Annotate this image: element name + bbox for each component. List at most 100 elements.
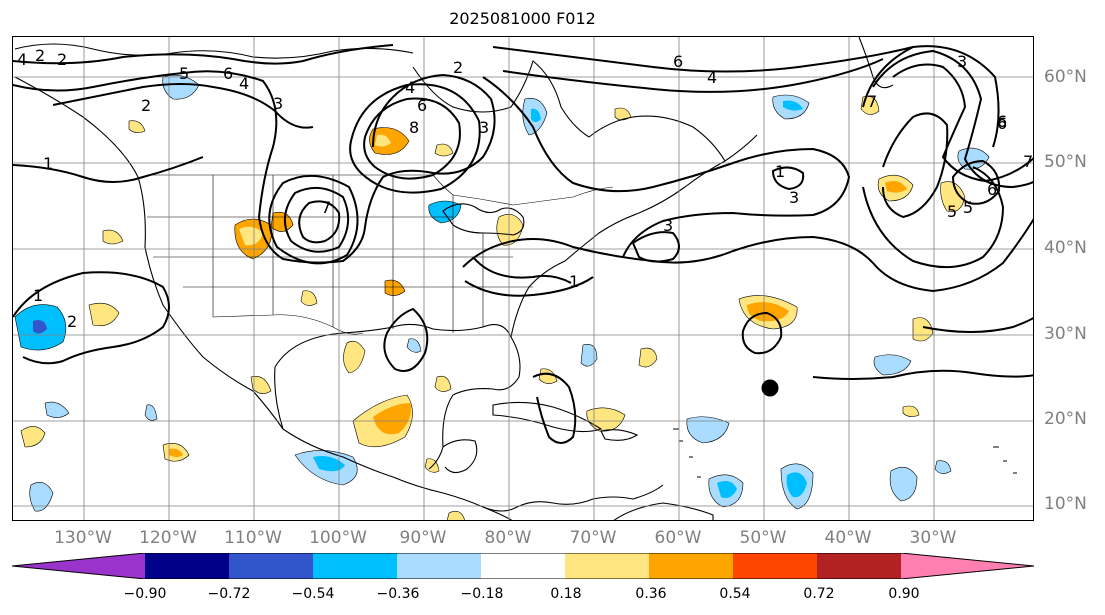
colorbar-segment xyxy=(565,553,650,579)
contour-label: 5 xyxy=(947,202,957,221)
colorbar-segment xyxy=(733,553,818,579)
shade-blob xyxy=(102,229,124,245)
lon-label-80w: 80°W xyxy=(484,528,532,548)
shade-blob xyxy=(538,368,558,384)
contour xyxy=(284,186,350,253)
contour xyxy=(349,83,481,194)
contour xyxy=(13,271,170,365)
contour xyxy=(464,276,594,297)
shade-blob xyxy=(717,481,737,498)
colorbar-segment xyxy=(313,553,398,579)
lat-label-30n: 30°N xyxy=(1044,324,1087,344)
contour xyxy=(892,63,1033,183)
contour-label: 4 xyxy=(17,50,27,69)
contour xyxy=(383,307,429,372)
lon-label-100w: 100°W xyxy=(309,528,367,548)
shade-blob xyxy=(20,426,46,448)
state-borders xyxy=(147,174,614,335)
contour-label: 7 xyxy=(867,92,877,111)
contour xyxy=(502,58,884,93)
east-coast xyxy=(510,134,758,338)
colorbar-tick-label: 0.90 xyxy=(888,586,920,602)
lat-label-50n: 50°N xyxy=(1044,152,1087,172)
contour xyxy=(532,372,577,444)
contour-label: 6 xyxy=(417,96,427,115)
contour xyxy=(13,70,496,264)
contour xyxy=(363,97,461,180)
shade-blob xyxy=(580,344,598,367)
contour xyxy=(482,76,851,258)
colorbar-extend-low xyxy=(12,553,145,579)
lon-label-130w: 130°W xyxy=(54,528,112,548)
colorbar-segment xyxy=(817,553,902,579)
shade-blob xyxy=(128,120,146,133)
map-title: 2025081000 F012 xyxy=(449,9,596,28)
shade-blob xyxy=(446,510,465,520)
shade-blob xyxy=(940,181,966,212)
shade-blob xyxy=(375,134,391,147)
contour-label: 3 xyxy=(663,216,673,235)
contour xyxy=(52,83,314,129)
colorbar-tick-label: 0.54 xyxy=(719,586,751,602)
contour xyxy=(631,231,680,263)
colorbar-tick-label: −0.72 xyxy=(207,586,251,602)
shade-blob xyxy=(747,302,789,322)
storm-center-marker[interactable] xyxy=(761,379,779,397)
contour-label: 4 xyxy=(239,74,249,93)
shade-blob xyxy=(434,375,452,392)
contour xyxy=(812,369,1033,380)
lon-label-110w: 110°W xyxy=(224,528,282,548)
hudson-bay xyxy=(412,60,590,138)
contour xyxy=(462,218,1033,293)
contour xyxy=(872,49,1033,189)
canadian-arctic xyxy=(14,43,414,59)
shade-blob xyxy=(88,302,120,327)
contour xyxy=(951,159,1001,205)
contour-label: 1 xyxy=(569,272,579,291)
shade-blob xyxy=(250,376,272,394)
north-america-west-coast xyxy=(14,76,513,520)
shade-blob xyxy=(957,147,990,170)
shade-blob xyxy=(384,279,406,296)
contour-label: 7 xyxy=(1023,152,1033,171)
contour xyxy=(298,200,341,244)
shade-blob xyxy=(29,482,54,512)
us-mexico-border xyxy=(212,314,364,335)
shade-blob xyxy=(531,108,541,122)
shade-blob xyxy=(586,407,626,432)
contour-label: 3 xyxy=(273,94,283,113)
contour-label: 3 xyxy=(957,52,967,71)
contour-label: 2 xyxy=(141,96,151,115)
colorbar-tick-label: −0.36 xyxy=(376,586,420,602)
graticule xyxy=(13,37,1033,520)
contour-label: 6 xyxy=(673,52,683,71)
map-panel[interactable]: 2 2 2 5 6 4 3 4 6 8 6 4 2 4 5 6 3 6 7 1 … xyxy=(12,36,1034,521)
shade-blob xyxy=(300,290,318,306)
contour xyxy=(882,112,949,219)
contour-label: 4 xyxy=(405,78,415,97)
colorbar-segment xyxy=(649,553,734,579)
lat-label-10n: 10°N xyxy=(1044,494,1087,514)
lon-label-40w: 40°W xyxy=(824,528,872,548)
shade-blob xyxy=(885,181,907,193)
labrador xyxy=(588,115,726,162)
contour xyxy=(472,256,572,284)
shade-blob xyxy=(902,405,920,417)
colorbar-extend-high xyxy=(901,553,1034,579)
colorbar-segments xyxy=(12,553,1034,579)
contour-lines xyxy=(13,44,1033,444)
contour xyxy=(922,317,1033,333)
contour xyxy=(862,45,1000,148)
lon-label-120w: 120°W xyxy=(139,528,197,548)
colorbar-tick-label: 0.72 xyxy=(803,586,835,602)
lon-label-70w: 70°W xyxy=(569,528,617,548)
lon-label-60w: 60°W xyxy=(654,528,702,548)
hispaniola xyxy=(600,429,639,441)
us-canada-border xyxy=(147,174,614,206)
contour-label-group: 2 2 2 5 6 4 3 4 6 8 6 4 2 4 5 6 3 6 7 1 … xyxy=(17,46,1033,331)
contour-label: 2 xyxy=(453,58,463,77)
cuba xyxy=(492,401,603,433)
lon-label-90w: 90°W xyxy=(399,528,447,548)
colorbar-tick-label: 0.36 xyxy=(635,586,667,602)
contour-label: 6 xyxy=(987,180,997,199)
